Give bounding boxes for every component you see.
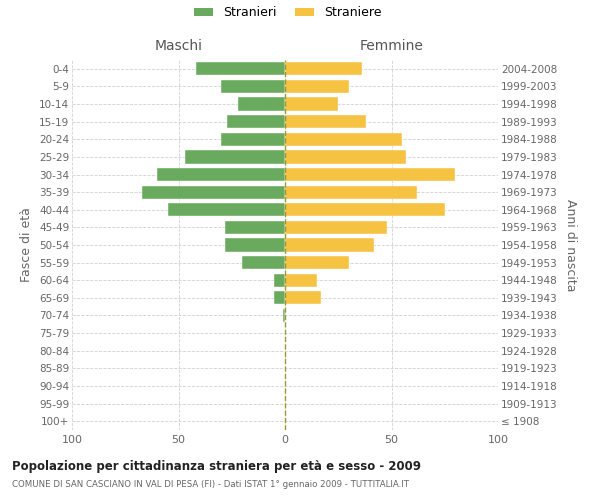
Bar [196,62,285,76]
Text: Femmine: Femmine [359,38,424,52]
Bar [221,132,285,146]
Bar [238,98,285,110]
Y-axis label: Anni di nascita: Anni di nascita [564,198,577,291]
Text: Popolazione per cittadinanza straniera per età e sesso - 2009: Popolazione per cittadinanza straniera p… [12,460,421,473]
Bar [185,150,285,164]
Bar [274,274,285,287]
Bar [285,62,362,76]
Bar [168,203,285,216]
Bar [242,256,285,269]
Bar [226,238,285,252]
Bar [274,291,285,304]
Bar [285,274,317,287]
Y-axis label: Fasce di età: Fasce di età [20,208,34,282]
Bar [285,256,349,269]
Bar [157,168,285,181]
Bar [285,291,321,304]
Bar [285,98,338,110]
Bar [285,150,406,164]
Bar [226,221,285,234]
Bar [285,203,445,216]
Bar [283,309,285,322]
Bar [285,186,417,198]
Bar [285,115,366,128]
Text: COMUNE DI SAN CASCIANO IN VAL DI PESA (FI) - Dati ISTAT 1° gennaio 2009 - TUTTIT: COMUNE DI SAN CASCIANO IN VAL DI PESA (F… [12,480,409,489]
Bar [285,238,374,252]
Bar [285,132,402,146]
Legend: Stranieri, Straniere: Stranieri, Straniere [194,6,382,19]
Bar [227,115,285,128]
Bar [221,80,285,93]
Bar [285,80,349,93]
Bar [142,186,285,198]
Bar [285,221,387,234]
Bar [285,168,455,181]
Text: Maschi: Maschi [155,38,203,52]
